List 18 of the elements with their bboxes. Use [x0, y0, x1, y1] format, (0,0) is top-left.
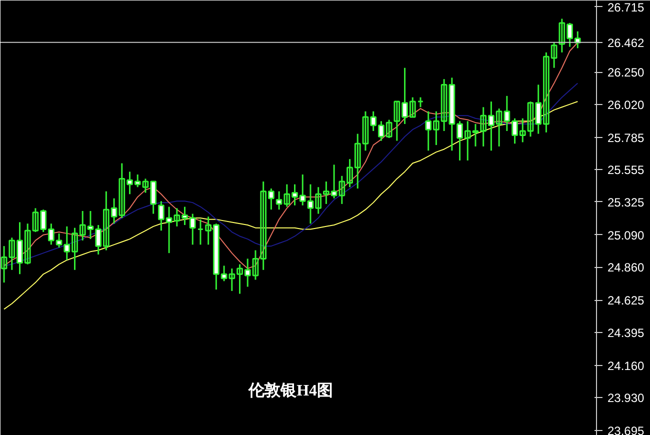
y-tick-label: 26.250	[608, 66, 645, 80]
candlestick	[197, 218, 204, 246]
y-tick-label: 24.625	[608, 294, 645, 308]
y-tick-label: 23.930	[608, 391, 645, 406]
text: 伦敦银H4图	[248, 382, 334, 400]
line-series	[4, 101, 578, 310]
y-tick-label: 26.020	[608, 98, 645, 112]
y-tick-label: 23.695	[608, 424, 645, 435]
candlestick	[417, 96, 424, 108]
y-tick-label: 24.395	[608, 326, 645, 340]
y-tick-label: 25.785	[608, 130, 645, 145]
y-tick-label: 26.715	[608, 0, 645, 14]
y-tick-label: 25.090	[608, 228, 645, 242]
y-tick-label: 24.160	[608, 358, 645, 373]
ref-line-label: 26.462	[608, 36, 645, 50]
y-tick-label: 25.325	[608, 195, 645, 210]
y-tick-label: 25.555	[608, 163, 645, 178]
y-tick-label: 24.860	[608, 260, 645, 275]
